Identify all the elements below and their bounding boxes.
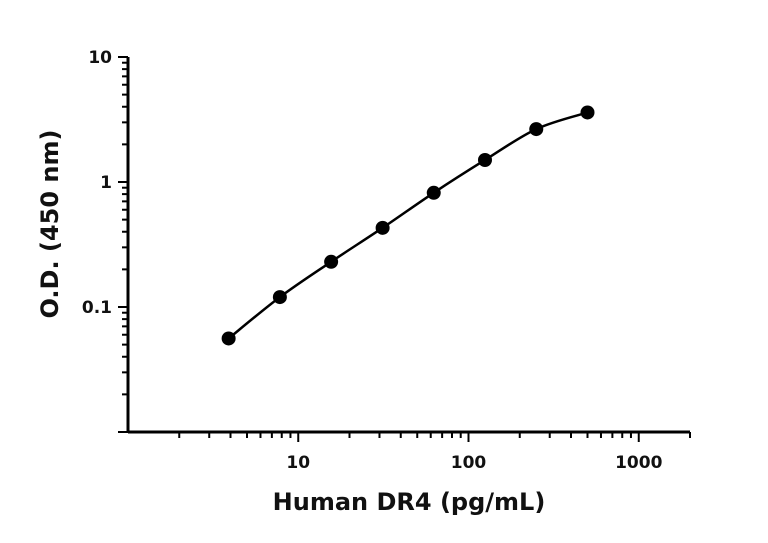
y-axis-title: O.D. (450 nm): [36, 130, 64, 319]
y-tick-label: 10: [88, 48, 112, 68]
y-axis-ticks: 0.1 1 10: [82, 48, 128, 433]
x-axis-title: Human DR4 (pg/mL): [273, 488, 546, 516]
y-tick-label: 0.1: [82, 298, 112, 318]
data-points: [221, 105, 595, 346]
data-point: [324, 254, 339, 269]
x-tick-label: 100: [451, 453, 487, 473]
x-axis-ticks: 10 100 1000: [178, 432, 691, 473]
plot-area: 0.1 1 10 10 100 1000: [82, 48, 691, 473]
x-tick-label: 10: [286, 453, 310, 473]
data-point: [375, 220, 390, 235]
data-point: [580, 105, 595, 120]
y-tick-label: 1: [100, 173, 112, 193]
data-point: [477, 152, 492, 167]
data-point: [272, 290, 287, 305]
data-point: [426, 185, 441, 200]
data-point: [529, 122, 544, 137]
data-point: [221, 331, 236, 346]
fit-curve: [227, 111, 588, 340]
x-tick-label: 1000: [615, 453, 662, 473]
